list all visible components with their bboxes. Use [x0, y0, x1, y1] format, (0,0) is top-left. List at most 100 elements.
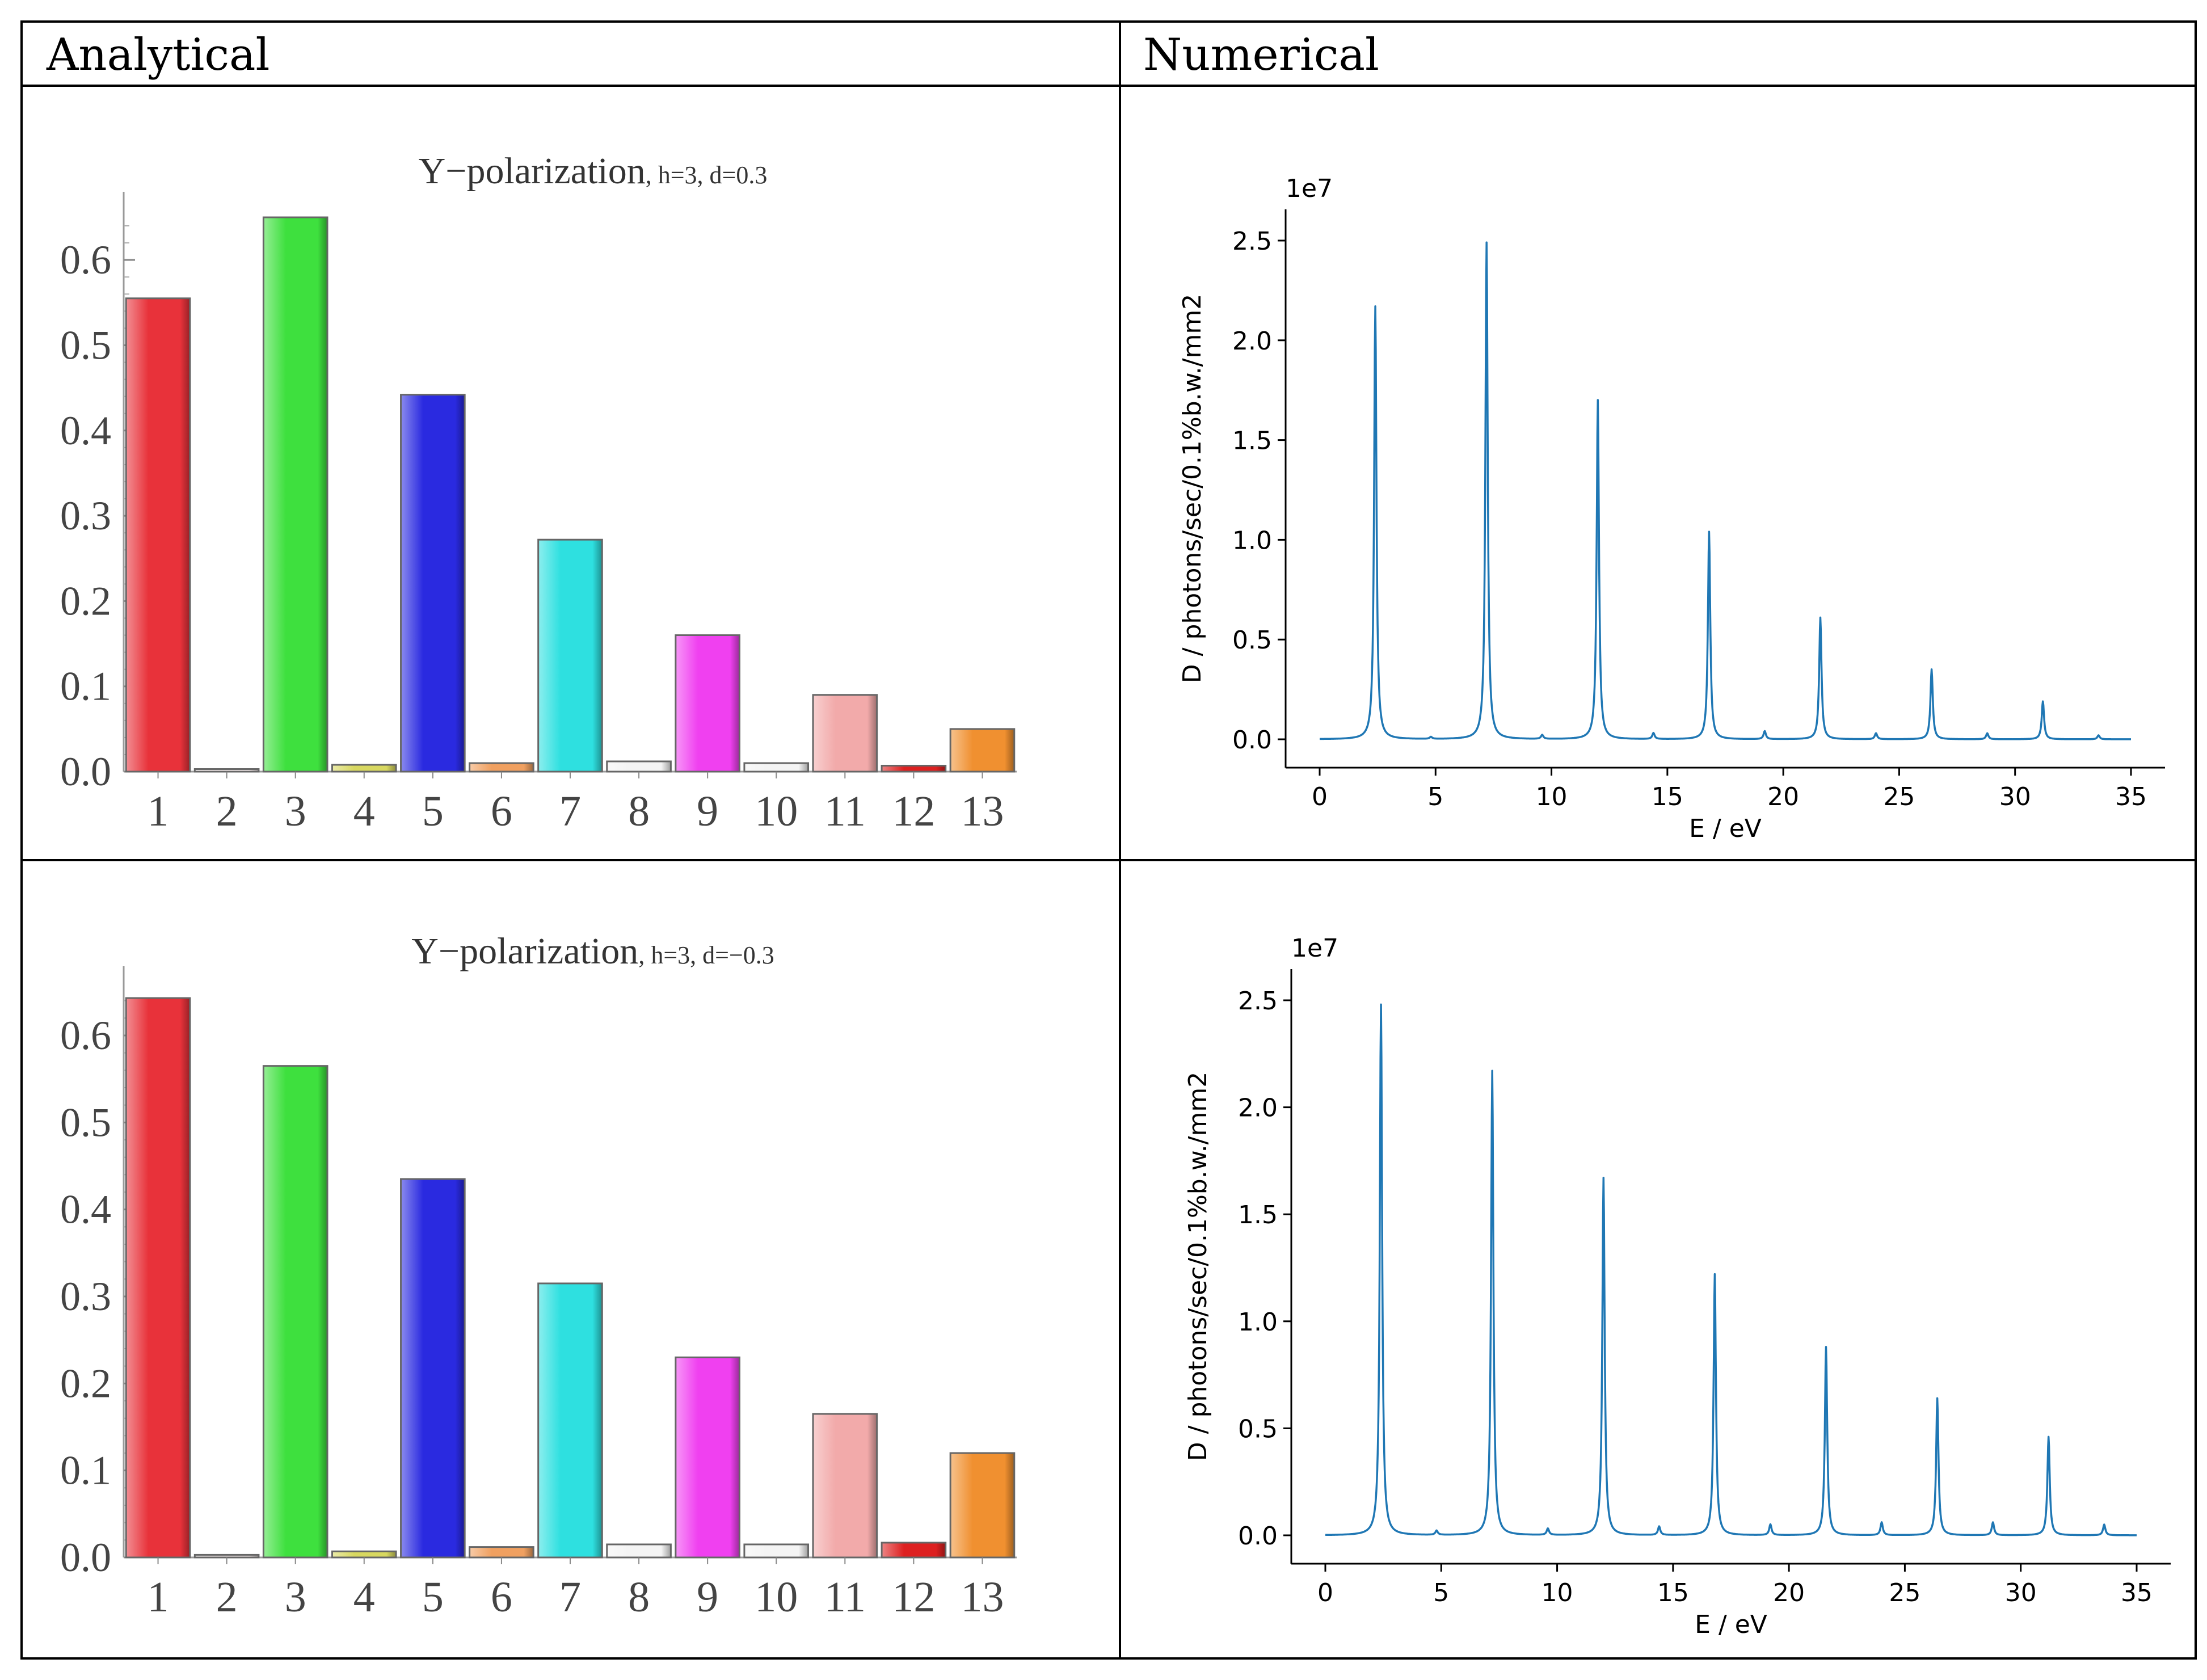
- y-axis-label: D / photons/sec/0.1%b.w./mm2: [1178, 294, 1207, 683]
- x-tick-label: 1: [148, 1573, 169, 1621]
- y-tick-label: 0.0: [1238, 1522, 1278, 1551]
- x-tick-label: 3: [285, 788, 306, 835]
- x-tick-label: 5: [422, 1573, 444, 1621]
- x-tick-label: 13: [961, 1573, 1004, 1621]
- spectrum-line: [1325, 1003, 2137, 1536]
- x-tick-label: 12: [892, 1573, 935, 1621]
- chart-title-params: , h=3, d=0.3: [646, 161, 768, 189]
- x-tick-label: 0: [1317, 1578, 1333, 1607]
- y-tick-label: 0.4: [60, 1187, 111, 1232]
- x-tick-label: 4: [353, 1573, 375, 1621]
- analytical-bar-chart-bottom: Y−polarization, h=3, d=−0.3 0.0 0.1 0.2 0.3 0…: [60, 930, 1017, 1621]
- chart-title: Y−polarization, h=3, d=−0.3: [411, 930, 774, 972]
- x-tick-label: 8: [628, 788, 650, 835]
- y-tick-label: 0.0: [60, 1535, 111, 1580]
- y-tick-label: 0.5: [60, 1100, 111, 1145]
- x-tick-label: 35: [2121, 1578, 2153, 1607]
- x-tick-label: 7: [559, 788, 581, 835]
- y-tick-label: 1.5: [1232, 427, 1272, 456]
- y-tick-label: 0.5: [1238, 1414, 1278, 1443]
- x-tick-label: 13: [961, 788, 1004, 835]
- x-tick-label: 11: [824, 1573, 866, 1621]
- y-tick-label: 0.1: [60, 664, 111, 709]
- x-tick-label: 30: [1999, 782, 2031, 811]
- y-tick-label: 0.3: [60, 493, 111, 538]
- bar-11: [812, 694, 878, 773]
- y-tick-label: 0.0: [60, 749, 111, 794]
- bar-5: [400, 394, 466, 773]
- chart-title-main: Y−polarization: [411, 930, 638, 972]
- numerical-spectrum-chart-bottom: 0.0 0.5 1.0 1.5 2.0 2.5 0 5 10 15 20 25 30 35 1e7 E / e…: [1183, 934, 2171, 1639]
- x-tick-label: 15: [1652, 782, 1683, 811]
- x-tick-label: 11: [824, 788, 866, 835]
- bar-5: [400, 1178, 466, 1559]
- bar-12: [881, 1542, 947, 1559]
- bar-6: [469, 1546, 534, 1559]
- y-tick-label: 1.0: [1232, 526, 1272, 555]
- y-tick-label: 0.4: [60, 408, 111, 453]
- bar-6: [469, 762, 534, 773]
- bar-3: [262, 1065, 328, 1559]
- x-tick-label: 9: [697, 1573, 718, 1621]
- bar-8: [606, 760, 672, 773]
- y-tick-label: 0.6: [60, 237, 111, 283]
- bar-4: [331, 1550, 397, 1559]
- x-tick-label: 3: [285, 1573, 306, 1621]
- x-tick-label: 30: [2005, 1578, 2037, 1607]
- x-tick-label: 12: [892, 788, 935, 835]
- scale-offset-label: 1e7: [1286, 174, 1333, 203]
- spectrum-line: [1319, 241, 2132, 740]
- x-tick-label: 10: [1536, 782, 1568, 811]
- y-axis-label: D / photons/sec/0.1%b.w./mm2: [1183, 1072, 1212, 1461]
- chart-title: Y−polarization, h=3, d=0.3: [419, 150, 768, 192]
- x-tick-label: 6: [491, 788, 512, 835]
- x-tick-label: 1: [148, 788, 169, 835]
- bar-1: [125, 297, 191, 773]
- x-tick-label: 25: [1889, 1578, 1920, 1607]
- bar-9: [675, 1356, 740, 1559]
- column-header-numerical: Numerical: [1143, 30, 1379, 81]
- y-tick-label: 2.0: [1232, 327, 1272, 356]
- x-tick-label: 35: [2115, 782, 2147, 811]
- analytical-bar-chart-top: Y−polarization, h=3, d=0.3 0.0 0.1 0.2 0.3 0.…: [60, 150, 1017, 835]
- y-tick-label: 0.5: [60, 322, 111, 368]
- y-tick-label: 2.5: [1238, 987, 1278, 1016]
- bar-7: [537, 538, 603, 773]
- bar-13: [949, 1452, 1016, 1559]
- x-tick-label: 9: [697, 788, 718, 835]
- y-tick-label: 0.0: [1232, 726, 1272, 755]
- chart-title-params: , h=3, d=−0.3: [638, 941, 774, 969]
- bar-7: [537, 1282, 603, 1559]
- x-tick-label: 25: [1883, 782, 1915, 811]
- chart-title-main: Y−polarization: [419, 150, 646, 192]
- bar-9: [675, 634, 740, 773]
- x-axis-label: E / eV: [1695, 1610, 1767, 1639]
- x-axis-label: E / eV: [1689, 814, 1762, 843]
- y-tick-label: 1.0: [1238, 1308, 1278, 1337]
- x-tick-label: 5: [422, 788, 444, 835]
- x-tick-label: 15: [1657, 1578, 1689, 1607]
- column-header-analytical: Analytical: [47, 30, 270, 81]
- x-tick-label: 2: [216, 1573, 238, 1621]
- bar-10: [743, 762, 810, 773]
- bar-3: [262, 216, 328, 773]
- bar-10: [743, 1543, 810, 1559]
- x-tick-label: 7: [559, 1573, 581, 1621]
- x-tick-label: 5: [1427, 782, 1443, 811]
- bar-8: [606, 1543, 672, 1559]
- x-tick-label: 4: [353, 788, 375, 835]
- x-tick-label: 6: [491, 1573, 512, 1621]
- x-tick-label: 2: [216, 788, 238, 835]
- bar-13: [949, 728, 1016, 773]
- y-tick-label: 2.5: [1232, 227, 1272, 256]
- x-tick-label: 8: [628, 1573, 650, 1621]
- x-tick-label: 10: [755, 1573, 798, 1621]
- y-tick-label: 0.5: [1232, 626, 1272, 655]
- table-border: [20, 20, 2197, 1660]
- y-tick-label: 2.0: [1238, 1094, 1278, 1123]
- y-tick-label: 0.2: [60, 578, 111, 624]
- x-tick-label: 20: [1767, 782, 1799, 811]
- y-tick-label: 0.3: [60, 1274, 111, 1319]
